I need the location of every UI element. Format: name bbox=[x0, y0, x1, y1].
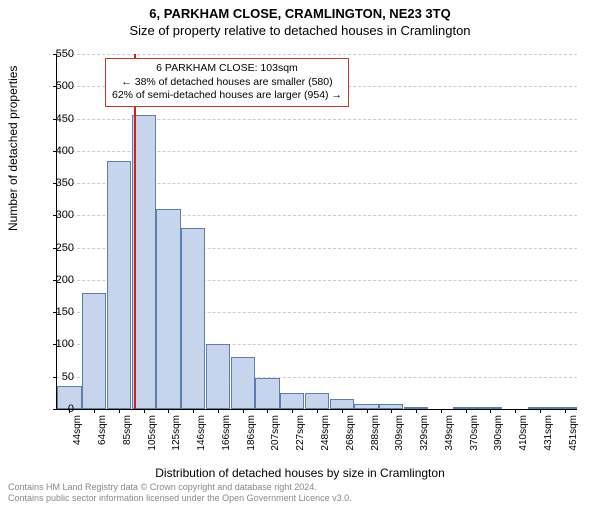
xtick-label: 146sqm bbox=[196, 415, 207, 451]
xtick-mark bbox=[416, 409, 417, 413]
footer-line1: Contains HM Land Registry data © Crown c… bbox=[8, 482, 352, 493]
footer-line2: Contains public sector information licen… bbox=[8, 493, 352, 504]
xtick-mark bbox=[466, 409, 467, 413]
xtick-mark bbox=[342, 409, 343, 413]
ytick-label: 350 bbox=[44, 177, 74, 189]
ytick-label: 550 bbox=[44, 48, 74, 60]
xtick-label: 410sqm bbox=[518, 415, 529, 451]
ytick-label: 300 bbox=[44, 209, 74, 221]
xtick-label: 431sqm bbox=[543, 415, 554, 451]
xtick-mark bbox=[218, 409, 219, 413]
xtick-label: 248sqm bbox=[320, 415, 331, 451]
ytick-label: 0 bbox=[44, 403, 74, 415]
ytick-label: 400 bbox=[44, 145, 74, 157]
bar bbox=[206, 344, 230, 409]
annotation-box: 6 PARKHAM CLOSE: 103sqm ← 38% of detache… bbox=[105, 58, 349, 107]
ytick-label: 100 bbox=[44, 338, 74, 350]
xtick-label: 451sqm bbox=[568, 415, 579, 451]
xtick-label: 44sqm bbox=[72, 415, 83, 445]
annotation-line2: ← 38% of detached houses are smaller (58… bbox=[112, 76, 342, 90]
xtick-label: 329sqm bbox=[419, 415, 430, 451]
xtick-label: 166sqm bbox=[221, 415, 232, 451]
xtick-mark bbox=[168, 409, 169, 413]
xtick-mark bbox=[515, 409, 516, 413]
ytick-label: 250 bbox=[44, 242, 74, 254]
ytick-label: 50 bbox=[44, 371, 74, 383]
highlight-line bbox=[134, 54, 136, 409]
ytick-label: 450 bbox=[44, 113, 74, 125]
xtick-mark bbox=[94, 409, 95, 413]
xtick-mark bbox=[391, 409, 392, 413]
xtick-mark bbox=[490, 409, 491, 413]
ytick-label: 200 bbox=[44, 274, 74, 286]
chart: 6 PARKHAM CLOSE: 103sqm ← 38% of detache… bbox=[56, 54, 576, 409]
xtick-label: 349sqm bbox=[444, 415, 455, 451]
bar bbox=[255, 378, 279, 409]
xtick-mark bbox=[267, 409, 268, 413]
xtick-mark bbox=[292, 409, 293, 413]
xtick-label: 309sqm bbox=[394, 415, 405, 451]
ytick-label: 150 bbox=[44, 306, 74, 318]
xtick-label: 186sqm bbox=[246, 415, 257, 451]
xtick-mark bbox=[565, 409, 566, 413]
xtick-mark bbox=[243, 409, 244, 413]
xtick-label: 105sqm bbox=[147, 415, 158, 451]
bar bbox=[280, 393, 304, 409]
xtick-label: 370sqm bbox=[469, 415, 480, 451]
xtick-label: 85sqm bbox=[122, 415, 133, 445]
xtick-label: 268sqm bbox=[345, 415, 356, 451]
bar bbox=[231, 357, 255, 409]
xtick-mark bbox=[193, 409, 194, 413]
xtick-mark bbox=[367, 409, 368, 413]
bar bbox=[305, 393, 329, 409]
xtick-mark bbox=[317, 409, 318, 413]
ytick-label: 500 bbox=[44, 80, 74, 92]
bar bbox=[181, 228, 205, 409]
xtick-mark bbox=[144, 409, 145, 413]
xtick-label: 227sqm bbox=[295, 415, 306, 451]
xtick-label: 207sqm bbox=[270, 415, 281, 451]
annotation-line3: 62% of semi-detached houses are larger (… bbox=[112, 89, 342, 103]
xtick-label: 125sqm bbox=[171, 415, 182, 451]
bar bbox=[107, 161, 131, 410]
xtick-mark bbox=[119, 409, 120, 413]
bar bbox=[330, 399, 354, 409]
footer-attribution: Contains HM Land Registry data © Crown c… bbox=[8, 482, 352, 504]
y-axis-label: Number of detached properties bbox=[6, 66, 20, 231]
xtick-label: 390sqm bbox=[493, 415, 504, 451]
xtick-mark bbox=[441, 409, 442, 413]
page-title: 6, PARKHAM CLOSE, CRAMLINGTON, NE23 3TQ bbox=[0, 6, 600, 21]
page-subtitle: Size of property relative to detached ho… bbox=[0, 23, 600, 38]
bar bbox=[156, 209, 180, 409]
annotation-line1: 6 PARKHAM CLOSE: 103sqm bbox=[112, 62, 342, 76]
xtick-label: 288sqm bbox=[370, 415, 381, 451]
xtick-label: 64sqm bbox=[97, 415, 108, 445]
x-axis-label: Distribution of detached houses by size … bbox=[0, 466, 600, 480]
plot-area: 6 PARKHAM CLOSE: 103sqm ← 38% of detache… bbox=[56, 54, 577, 410]
bar bbox=[82, 293, 106, 409]
xtick-mark bbox=[540, 409, 541, 413]
